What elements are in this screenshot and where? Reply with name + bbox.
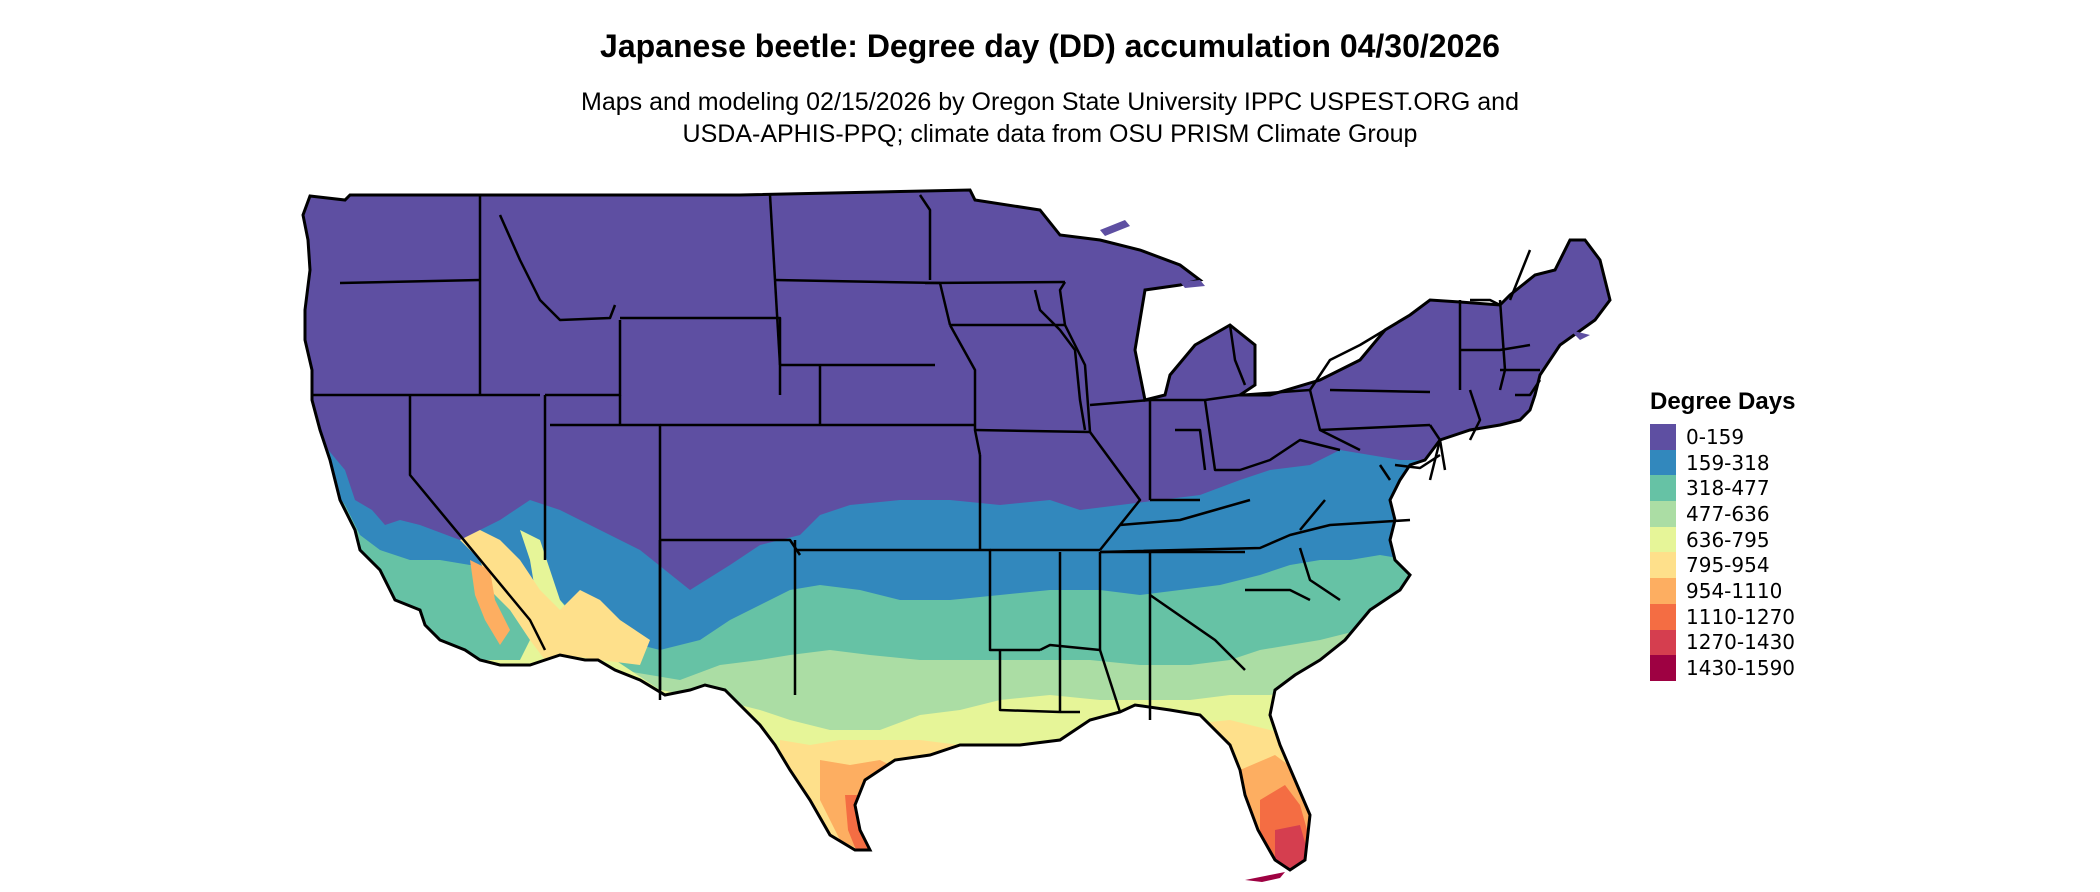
map-title: Japanese beetle: Degree day (DD) accumul… [600, 28, 1500, 64]
legend-label: 954-1110 [1686, 578, 1783, 603]
subtitle-line-1: Maps and modeling 02/15/2026 by Oregon S… [581, 88, 1519, 116]
legend-swatch [1650, 526, 1676, 553]
legend-swatch [1650, 578, 1676, 604]
islands [1100, 220, 1590, 340]
subtitle-line-2: USDA-APHIS-PPQ; climate data from OSU PR… [682, 120, 1418, 148]
legend-title: Degree Days [1650, 388, 1796, 415]
legend-item: 1110-1270 [1650, 603, 1796, 630]
legend-swatch [1650, 424, 1676, 450]
legend-label: 159-318 [1686, 450, 1770, 475]
legend-item: 954-1110 [1650, 578, 1795, 604]
legend-swatch [1650, 629, 1676, 656]
legend-item: 636-795 [1650, 526, 1795, 553]
legend-item: 318-477 [1650, 475, 1795, 502]
legend-label: 318-477 [1686, 476, 1770, 501]
legend-swatch [1650, 603, 1676, 630]
state-boundaries [312, 194, 1542, 720]
legend-item: 795-954 [1650, 552, 1795, 579]
legend-swatch [1650, 655, 1676, 681]
map-subtitle: Maps and modeling 02/15/2026 by Oregon S… [0, 86, 2100, 150]
legend-item: 1430-1590 [1650, 655, 1795, 681]
legend-swatch [1650, 501, 1676, 527]
legend: Degree Days 0-159 159-318 318-477 477-636 63… [1650, 388, 1795, 681]
legend-label: 477-636 [1686, 501, 1770, 526]
legend-item: 477-636 [1650, 501, 1795, 527]
legend-label: 636-795 [1686, 527, 1770, 552]
legend-item: 1270-1430 [1650, 629, 1796, 656]
legend-label: 0-159 [1686, 424, 1745, 449]
legend-label: 1110-1270 [1686, 604, 1796, 629]
legend-item: 159-318 [1650, 449, 1795, 476]
legend-swatch [1650, 449, 1676, 476]
legend-item: 0-159 [1650, 424, 1795, 450]
legend-label: 1270-1430 [1686, 630, 1796, 655]
legend-swatch [1650, 552, 1676, 579]
legend-swatch [1650, 475, 1676, 502]
legend-items: 0-159 159-318 318-477 477-636 636-795 795-954… [1650, 424, 1795, 681]
legend-label: 795-954 [1686, 553, 1770, 578]
legend-label: 1430-1590 [1686, 656, 1796, 681]
